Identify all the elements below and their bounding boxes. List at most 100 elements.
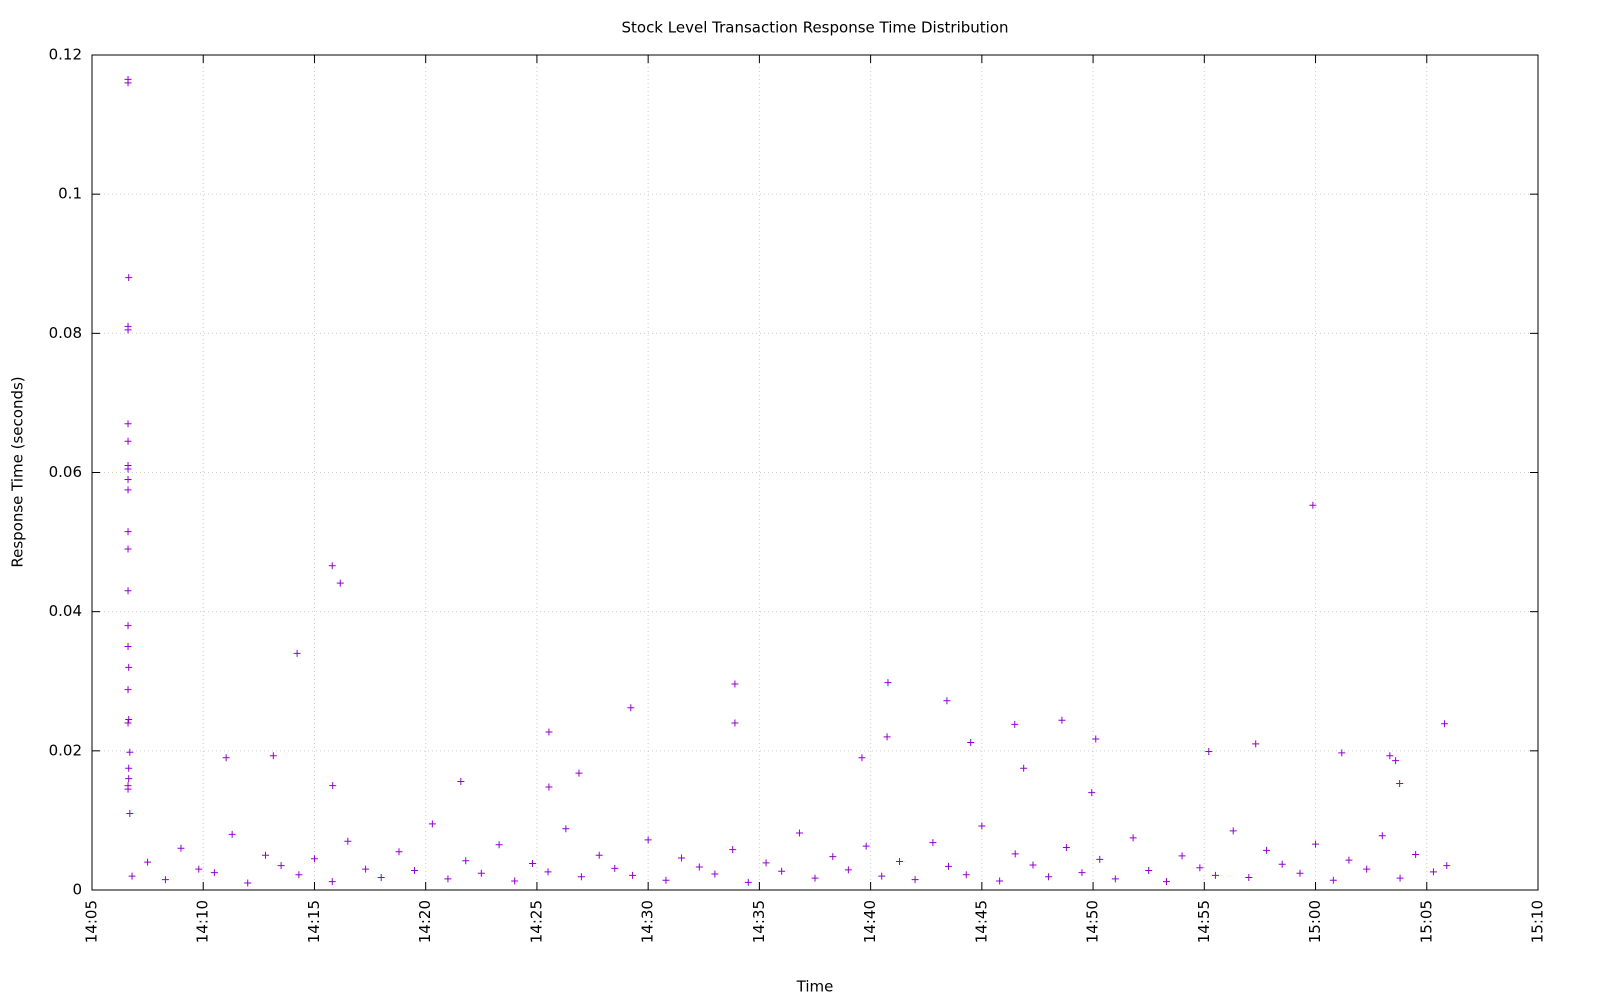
point	[627, 704, 635, 712]
point	[595, 851, 603, 859]
point	[362, 865, 370, 873]
point	[528, 860, 536, 868]
point	[878, 872, 886, 880]
point	[1162, 878, 1170, 886]
point	[293, 649, 301, 657]
x-tick-label: 14:35	[750, 900, 768, 943]
x-tick-label: 14:15	[305, 900, 323, 943]
point	[495, 841, 503, 849]
point	[944, 862, 952, 870]
point	[222, 754, 230, 762]
y-tick-label: 0.08	[49, 324, 82, 342]
point	[124, 465, 132, 473]
point	[269, 752, 277, 760]
point	[124, 622, 132, 630]
point	[962, 871, 970, 879]
point	[1178, 852, 1186, 860]
point	[1096, 855, 1104, 863]
point	[1312, 840, 1320, 848]
point	[1338, 749, 1346, 757]
point	[943, 697, 951, 705]
x-axis-label: Time	[796, 978, 834, 996]
point	[395, 848, 403, 856]
point	[1078, 869, 1086, 877]
point	[744, 878, 752, 886]
x-tick-label: 14:10	[194, 900, 212, 943]
point	[377, 873, 385, 881]
point	[124, 587, 132, 595]
x-tick-label: 14:50	[1084, 900, 1102, 943]
point	[1309, 501, 1317, 509]
point	[929, 839, 937, 847]
point	[1443, 862, 1451, 870]
point	[1329, 876, 1337, 884]
point	[967, 738, 975, 746]
point	[1363, 865, 1371, 873]
point	[1111, 875, 1119, 883]
point	[1378, 832, 1386, 840]
point	[124, 545, 132, 553]
point	[996, 877, 1004, 885]
point	[1245, 873, 1253, 881]
point	[125, 764, 133, 772]
point	[124, 437, 132, 445]
point	[1092, 735, 1100, 743]
x-tick-label: 14:55	[1195, 900, 1213, 943]
point	[125, 775, 133, 783]
x-tick-label: 15:00	[1306, 900, 1324, 943]
point	[125, 716, 133, 724]
point	[328, 878, 336, 886]
point	[444, 875, 452, 883]
point	[244, 879, 252, 887]
point	[128, 872, 136, 880]
point	[629, 871, 637, 879]
point	[575, 769, 583, 777]
point	[329, 782, 337, 790]
point	[1196, 864, 1204, 872]
point	[544, 868, 552, 876]
point	[662, 876, 670, 884]
point	[124, 642, 132, 650]
point	[644, 836, 652, 844]
point	[124, 486, 132, 494]
point	[428, 820, 436, 828]
x-tick-label: 14:20	[416, 900, 434, 943]
x-tick-label: 15:05	[1417, 900, 1435, 943]
point	[1058, 716, 1066, 724]
point	[411, 867, 419, 875]
x-tick-label: 14:05	[83, 900, 101, 943]
point	[695, 863, 703, 871]
chart-title: Stock Level Transaction Response Time Di…	[621, 19, 1008, 37]
point	[295, 871, 303, 879]
point	[978, 822, 986, 830]
point	[729, 846, 737, 854]
point	[1278, 860, 1286, 868]
point	[125, 274, 133, 282]
point	[1429, 868, 1437, 876]
point	[1011, 850, 1019, 858]
x-tick-label: 15:10	[1529, 900, 1547, 943]
point	[1386, 752, 1394, 760]
y-tick-label: 0	[72, 881, 82, 899]
x-tick-label: 14:25	[527, 900, 545, 943]
point	[336, 579, 344, 587]
y-tick-label: 0.02	[49, 741, 82, 759]
point	[310, 855, 318, 863]
point	[262, 851, 270, 859]
point	[144, 858, 152, 866]
x-tick-label: 14:40	[861, 900, 879, 943]
y-tick-label: 0.1	[58, 185, 82, 203]
point	[545, 783, 553, 791]
y-tick-label: 0.04	[49, 602, 82, 620]
point	[884, 679, 892, 687]
point	[1011, 720, 1019, 728]
point	[711, 870, 719, 878]
point	[1145, 867, 1153, 875]
point	[1396, 780, 1404, 788]
point	[862, 842, 870, 850]
point	[126, 809, 134, 817]
point	[1392, 757, 1400, 765]
point	[829, 853, 837, 861]
point	[1088, 789, 1096, 797]
